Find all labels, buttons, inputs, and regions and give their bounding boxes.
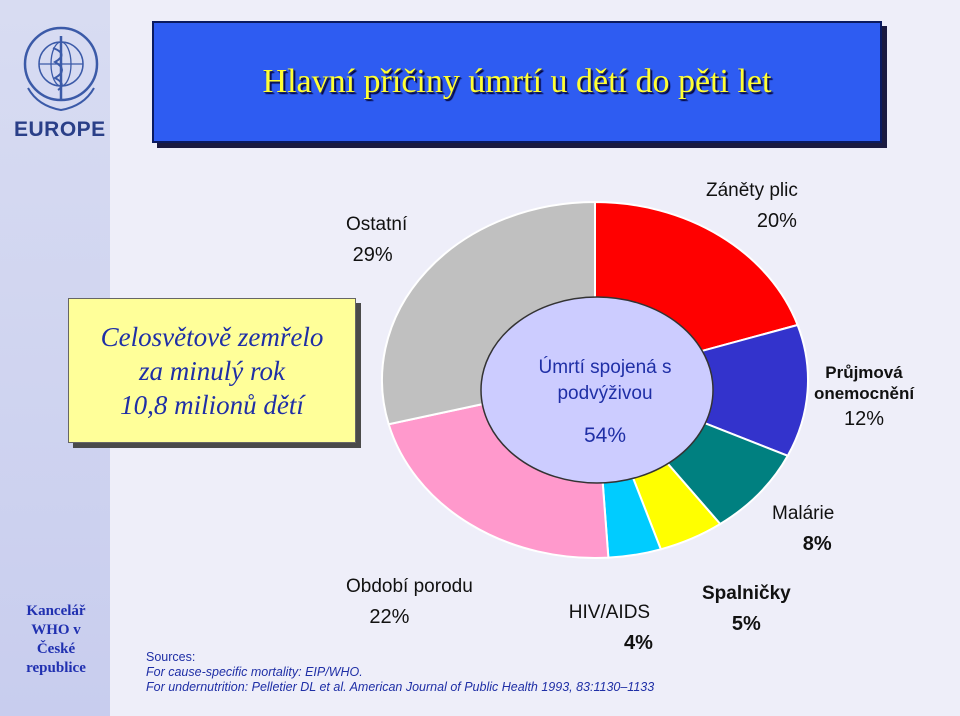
slice-label-value: 29% bbox=[352, 244, 393, 266]
center-label-line: podvýživou bbox=[557, 383, 653, 404]
slice-label-hiv: HIV/AIDS 4% bbox=[566, 602, 653, 655]
slice-label-measles: Spalničky 5% bbox=[702, 583, 791, 636]
slice-label-pneumonia: Záněty plic 20% bbox=[706, 180, 798, 233]
slice-label-name: HIV/AIDS bbox=[568, 602, 651, 623]
slice-label-value: 8% bbox=[802, 533, 832, 555]
office-line: Kancelář bbox=[26, 603, 86, 619]
source-item: For cause-specific mortality: EIP/WHO. bbox=[146, 665, 363, 679]
center-ellipse bbox=[480, 296, 714, 484]
source-item: For undernutrition: Pelletier DL et al. … bbox=[146, 680, 655, 694]
office-line: WHO v bbox=[31, 622, 81, 638]
slice-label-value: 22% bbox=[369, 606, 410, 628]
slice-label-diarrhoea: Průjmová onemocnění 12% bbox=[808, 362, 920, 431]
slice-label-name: Malárie bbox=[772, 503, 835, 524]
total-line: 10,8 milionů dětí bbox=[120, 389, 304, 420]
title-banner: Hlavní příčiny úmrtí u dětí do pěti let bbox=[152, 21, 882, 143]
office-line: České bbox=[36, 641, 76, 657]
center-label-line: Úmrtí spojená s bbox=[538, 357, 672, 378]
total-line: Celosvětově zemřelo bbox=[100, 321, 324, 352]
slice-label-name: Záněty plic bbox=[706, 180, 798, 201]
slice-label-name: Průjmová onemocnění bbox=[813, 363, 915, 403]
slice-label-value: 12% bbox=[843, 408, 885, 430]
sources-note: Sources: For cause-specific mortality: E… bbox=[146, 650, 654, 695]
slice-label-name: Ostatní bbox=[346, 214, 408, 235]
center-label: Úmrtí spojená s podvýživou 54% bbox=[497, 355, 713, 449]
who-office-label: Kancelář WHO v České republice bbox=[10, 602, 102, 678]
slice-label-name: Spalničky bbox=[702, 583, 791, 604]
slice-label-neonatal: Období porodu 22% bbox=[346, 576, 473, 629]
total-line: za minulý rok bbox=[139, 355, 285, 386]
total-deaths-box: Celosvětově zemřelo za minulý rok 10,8 m… bbox=[68, 298, 356, 443]
sources-heading: Sources: bbox=[146, 650, 196, 664]
office-line: republice bbox=[26, 660, 86, 676]
slide-title: Hlavní příčiny úmrtí u dětí do pěti let bbox=[262, 63, 772, 100]
slice-label-value: 5% bbox=[731, 613, 761, 635]
slice-label-malaria: Malárie 8% bbox=[772, 503, 834, 556]
logo-text: EUROPE bbox=[14, 118, 106, 141]
who-logo-icon bbox=[23, 26, 99, 112]
slice-label-value: 20% bbox=[756, 210, 797, 232]
slice-label-other: Ostatní 29% bbox=[346, 214, 407, 267]
center-label-value: 54% bbox=[583, 424, 627, 447]
slice-label-name: Období porodu bbox=[346, 576, 473, 597]
slice-label-value: 4% bbox=[624, 632, 653, 654]
